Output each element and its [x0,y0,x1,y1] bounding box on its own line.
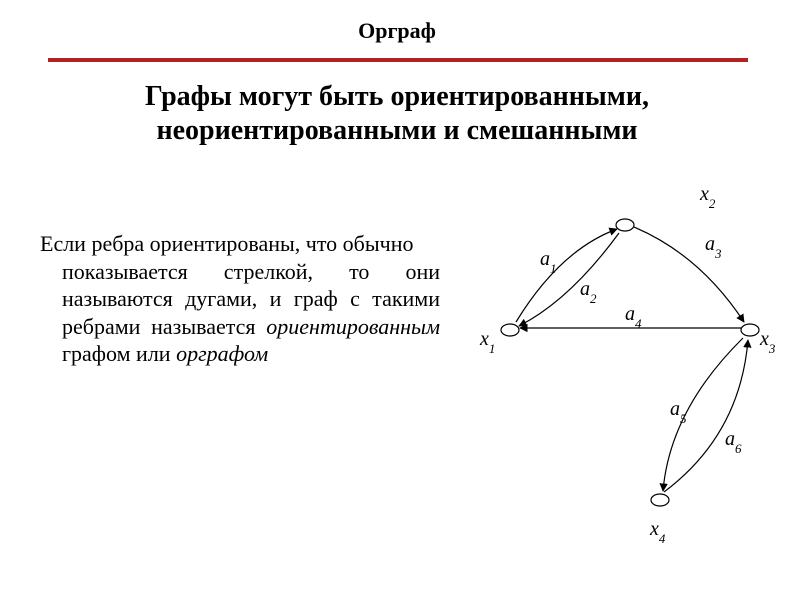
edge-a3 [634,227,744,322]
node-label-x4: x4 [649,518,666,546]
node-label-x3: x3 [759,328,776,356]
subtitle-line1: Графы могут быть ориентированными, [145,81,649,112]
digraph-svg: a1 a2 a3 a4 a5 a6 x1 x2 x3 x4 [450,170,780,550]
edge-label-a1: a1 [540,248,557,276]
body-rest: показывается стрелкой, то они называются… [40,258,440,368]
node-x2 [616,219,634,231]
node-x3 [741,324,759,336]
node-x1 [501,324,519,336]
edge-label-a2: a2 [580,278,597,306]
subtitle: Графы могут быть ориентированными, неори… [0,80,794,147]
digraph-figure: a1 a2 a3 a4 a5 a6 x1 x2 x3 x4 [450,170,780,550]
edge-label-a4: a4 [625,303,642,331]
page-title: Орграф [0,18,794,44]
title-rule [48,58,748,62]
node-x4 [651,494,669,506]
edge-a1 [516,229,617,322]
edge-a2 [519,233,619,326]
body-paragraph: Если ребра ориентированы, что обычно пок… [40,230,440,368]
body-first-line: Если ребра ориентированы, что обычно [40,230,440,258]
edge-label-a5: a5 [670,398,687,426]
node-label-x2: x2 [699,183,716,211]
node-label-x1: x1 [479,328,495,356]
edge-label-a3: a3 [705,233,722,261]
edge-label-a6: a6 [725,428,742,456]
subtitle-line2: неориентированными и смешанными [156,115,637,146]
